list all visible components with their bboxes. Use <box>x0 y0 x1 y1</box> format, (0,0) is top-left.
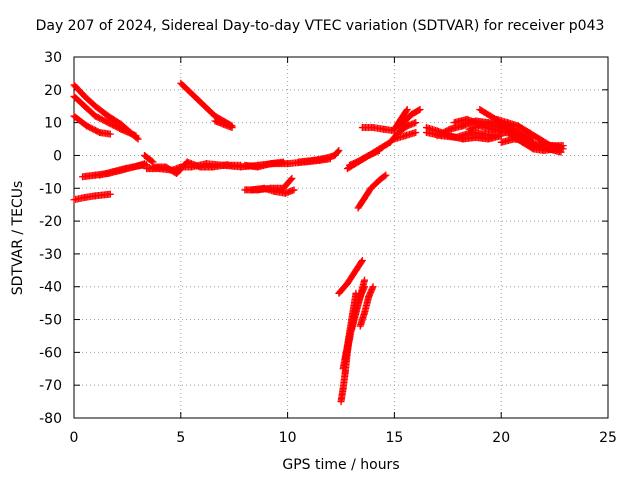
data-series-segment <box>348 283 368 333</box>
x-axis-label: GPS time / hours <box>282 457 400 473</box>
data-point <box>288 174 296 182</box>
y-tick-label: -40 <box>39 280 62 296</box>
x-tick-label: 0 <box>70 430 79 446</box>
data-point <box>334 148 342 156</box>
axis-ticks: 0 5 10 15 20 25 -80 -70 -60 -50 -40 -30 -20 -10 0 10 20 3… <box>39 50 617 446</box>
data-series-segment <box>346 147 383 169</box>
data-point <box>148 157 156 165</box>
data-series-segment <box>241 158 287 171</box>
data-point <box>559 142 567 150</box>
data-point <box>358 256 366 264</box>
x-tick-label: 5 <box>176 430 185 446</box>
data-series-segment <box>140 151 157 166</box>
data-point <box>106 130 114 138</box>
data-point <box>290 186 298 194</box>
x-tick-label: 20 <box>492 430 510 446</box>
plot-frame <box>73 56 609 419</box>
data-point <box>412 128 420 136</box>
y-tick-label: -30 <box>39 247 62 263</box>
data-point <box>403 106 411 114</box>
data-point <box>228 124 236 132</box>
data-point <box>416 106 424 114</box>
data-series-segment <box>177 79 236 130</box>
grid-lines <box>74 57 608 418</box>
data-points <box>70 79 567 406</box>
data-series-segment <box>70 190 114 204</box>
y-tick-label: 30 <box>44 50 62 66</box>
data-series-segment <box>358 124 398 135</box>
y-tick-label: -80 <box>39 411 62 427</box>
data-point <box>360 283 368 291</box>
data-point <box>134 135 142 143</box>
data-point <box>360 276 368 284</box>
data-series-segment <box>335 256 366 297</box>
y-axis-label: SDTVAR / TECUs <box>10 180 26 296</box>
data-point <box>375 147 383 155</box>
data-series-segment <box>422 128 501 141</box>
y-tick-label: -50 <box>39 313 62 329</box>
y-tick-label: 0 <box>53 148 62 164</box>
data-series-segment <box>390 128 420 143</box>
data-point <box>133 134 141 142</box>
y-tick-label: -10 <box>39 181 62 197</box>
data-point <box>382 171 390 179</box>
data-point <box>106 190 114 198</box>
data-point <box>415 106 423 114</box>
data-point <box>287 176 295 184</box>
data-series-segment <box>211 117 236 132</box>
y-tick-label: 20 <box>44 83 62 99</box>
x-tick-label: 10 <box>279 430 297 446</box>
y-tick-label: -70 <box>39 378 62 394</box>
data-point <box>358 258 366 266</box>
x-tick-label: 25 <box>599 430 617 446</box>
data-series-segment <box>497 135 567 150</box>
data-series-segment <box>70 112 114 138</box>
y-tick-label: -20 <box>39 214 62 230</box>
data-series-segment <box>96 161 151 179</box>
y-tick-label: 10 <box>44 116 62 132</box>
data-point <box>412 119 420 127</box>
data-series-segment <box>70 92 140 140</box>
y-tick-label: -60 <box>39 345 62 361</box>
data-series-segment <box>70 81 142 143</box>
data-series-segment <box>149 158 232 178</box>
chart-title: Day 207 of 2024, Sidereal Day-to-day VTE… <box>35 18 605 34</box>
data-series-segment <box>395 106 424 130</box>
x-tick-label: 15 <box>385 430 403 446</box>
data-series-segment <box>354 171 390 212</box>
data-point <box>369 283 377 291</box>
data-series-segment <box>356 283 377 330</box>
data-series-segment <box>247 184 298 197</box>
data-series-segment <box>294 147 343 166</box>
data-point <box>279 158 287 166</box>
data-point <box>381 172 389 180</box>
data-point <box>402 107 410 115</box>
data-point <box>335 147 343 155</box>
